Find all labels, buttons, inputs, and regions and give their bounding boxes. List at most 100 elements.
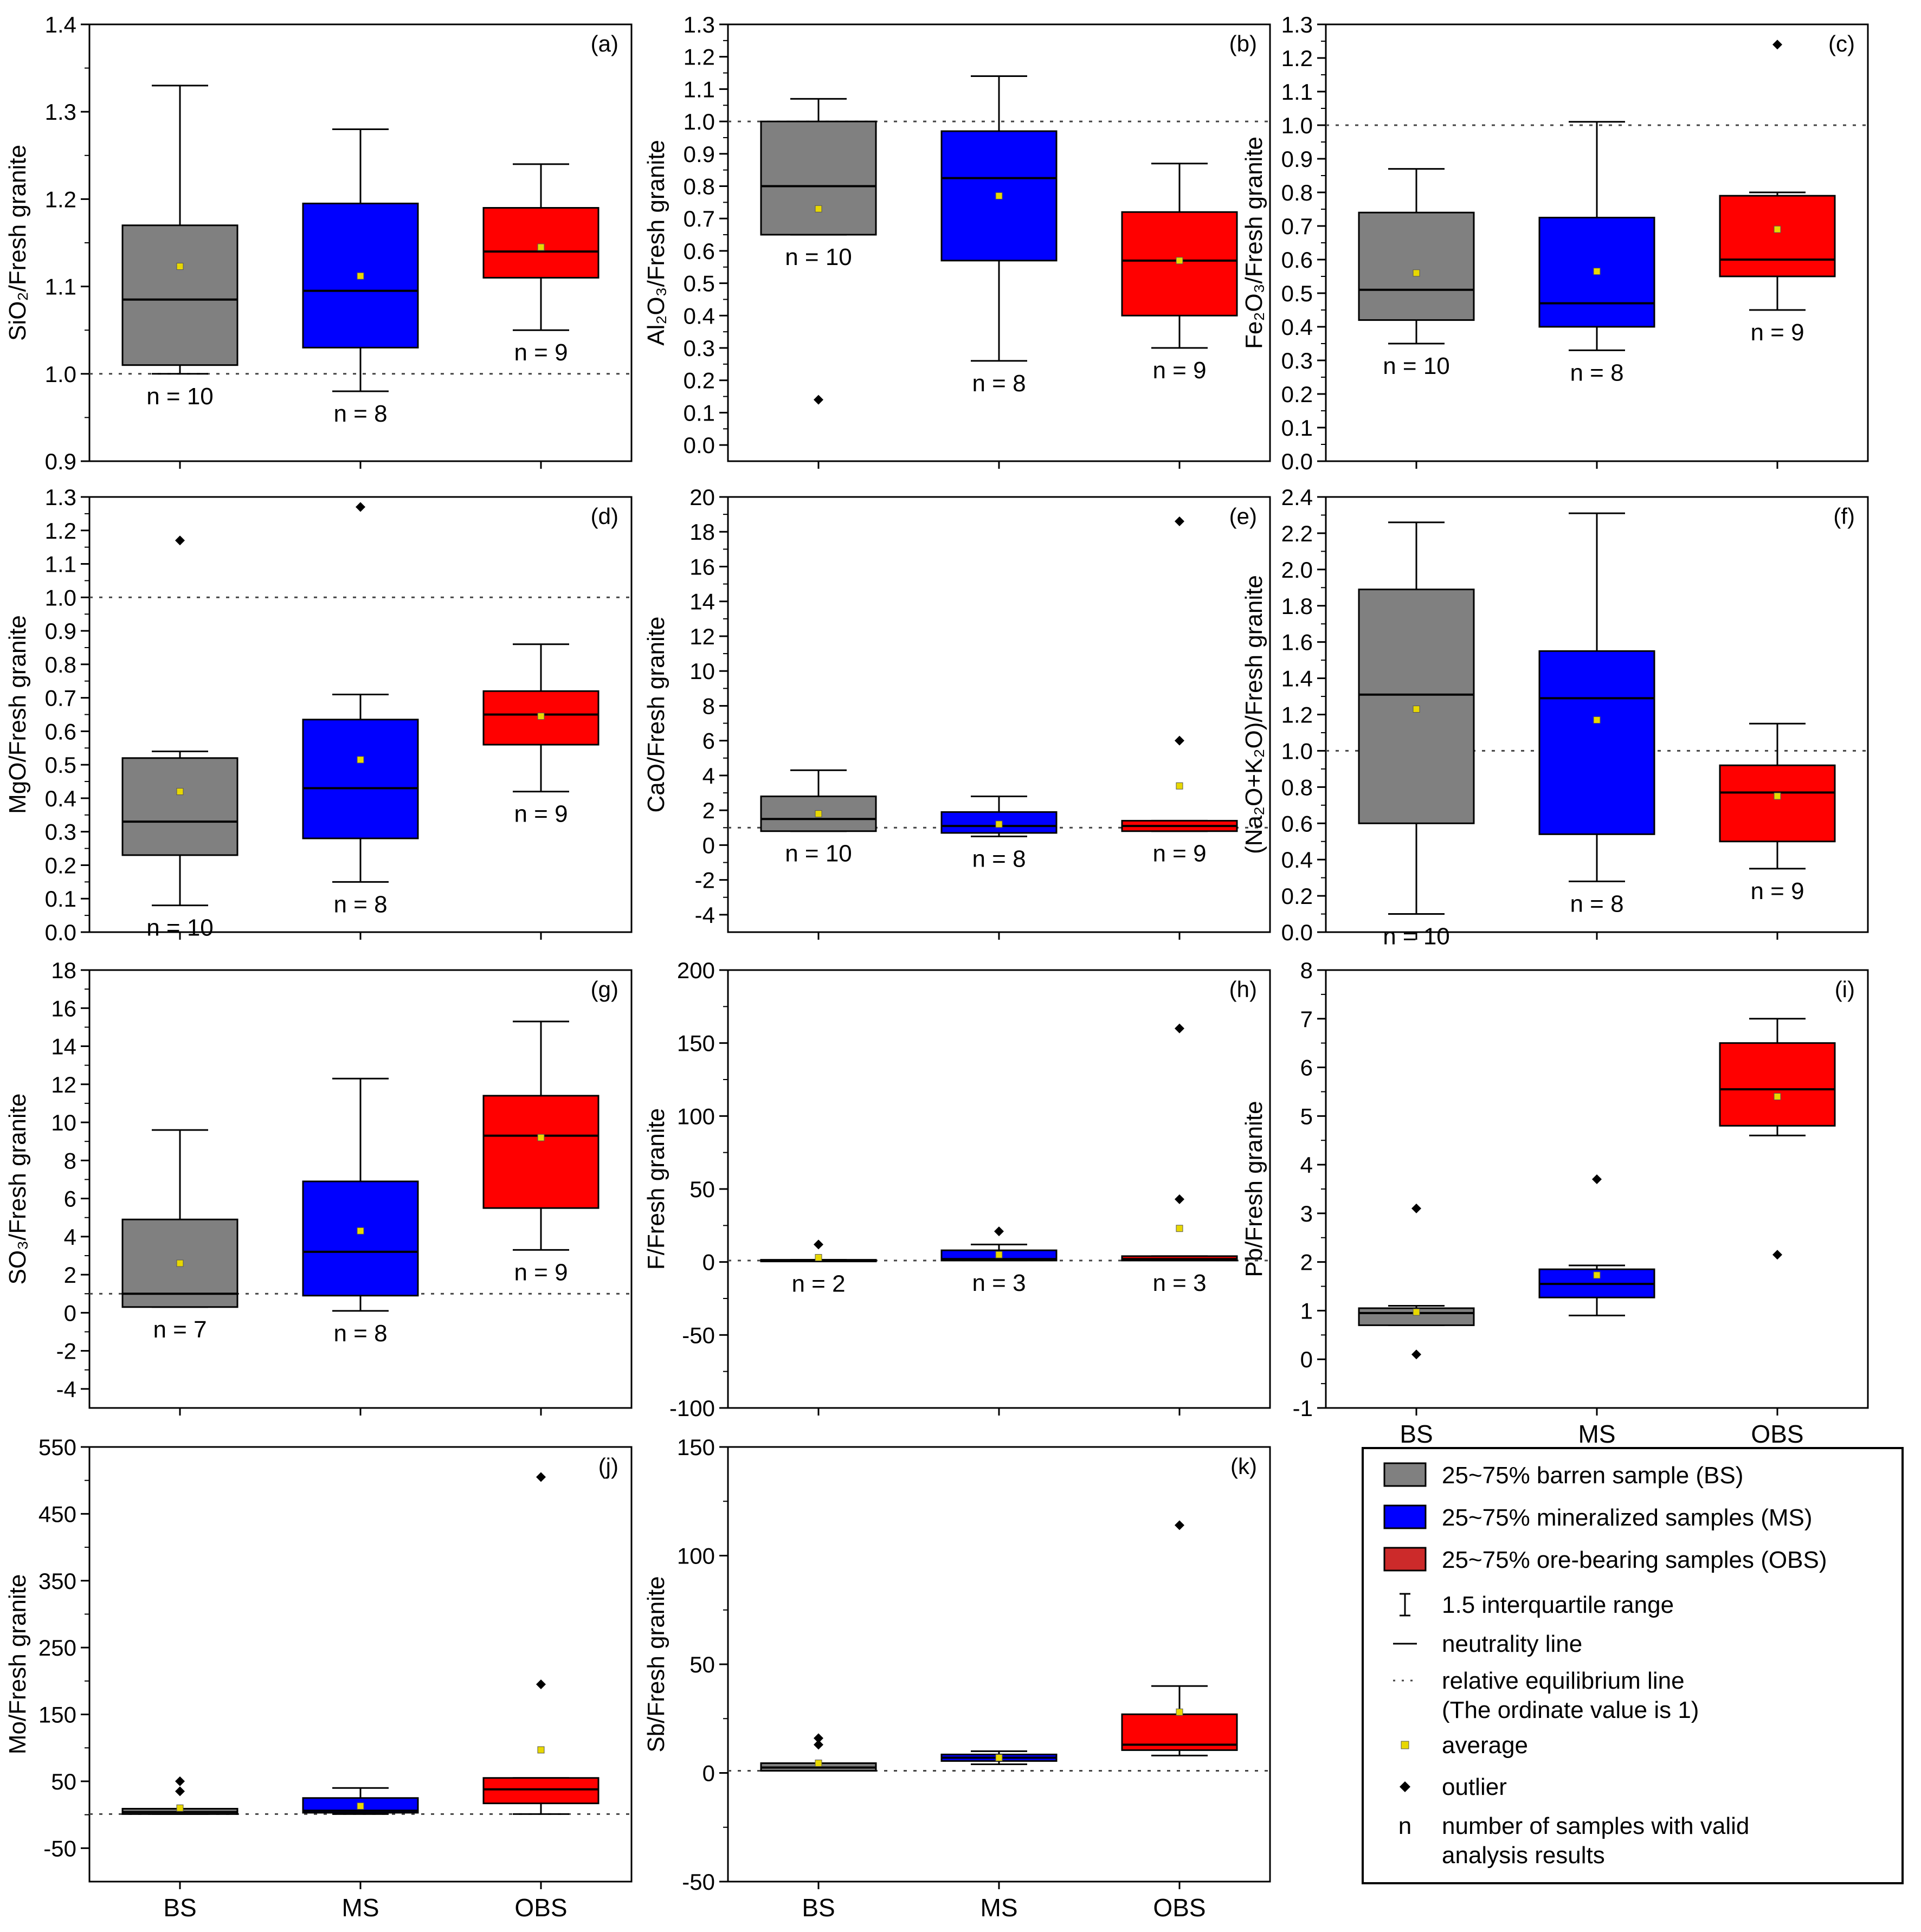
average-marker	[995, 192, 1003, 199]
box-MS: n = 8	[1538, 512, 1655, 917]
y-tick-label: 0.2	[1281, 883, 1313, 909]
category-label: OBS	[514, 1894, 567, 1922]
average-marker	[1593, 716, 1601, 724]
y-tick-label: 4	[1300, 1152, 1313, 1178]
y-tick-label: 0	[64, 1300, 76, 1326]
panel-d: 0.0 0.1 0.2 0.3 0.4 0.5 0.6 0.7 0.8 0.9 1.0 1.1 1.2 1…	[4, 484, 633, 945]
legend-item-neutral: neutrality line	[1393, 1631, 1582, 1657]
y-tick-label: 10	[689, 658, 715, 684]
y-axis-title: CaO/Fresh granite	[643, 617, 669, 813]
y-tick-label: 1.2	[684, 44, 715, 70]
n-label: n = 8	[972, 370, 1026, 397]
average-marker	[1176, 1225, 1183, 1232]
box-MS: n = 8	[1538, 121, 1655, 386]
y-tick-label: -50	[682, 1322, 715, 1348]
average-marker	[995, 1754, 1003, 1761]
average-marker	[357, 272, 364, 280]
iqr-box	[121, 757, 238, 856]
y-tick-label: 0.6	[45, 719, 76, 744]
average-marker	[815, 810, 822, 818]
iqr-box	[482, 1095, 599, 1209]
y-tick-label: 0.3	[1281, 348, 1313, 373]
box-MS: n = 8	[940, 795, 1058, 872]
iqr-box	[482, 207, 599, 279]
outlier-marker	[1592, 1174, 1602, 1185]
y-tick-label: 2	[64, 1262, 76, 1288]
average-marker	[995, 820, 1003, 828]
y-axis-title: F/Fresh granite	[643, 1108, 669, 1270]
y-tick-label: 18	[689, 519, 715, 545]
y-tick-label: 7	[1300, 1006, 1313, 1032]
y-tick-label: 1.3	[1281, 12, 1313, 37]
y-tick-label: 0.4	[1281, 314, 1313, 340]
y-tick-label: 1.0	[45, 361, 76, 387]
y-tick-label: 5	[1300, 1103, 1313, 1129]
y-tick-label: 10	[51, 1110, 76, 1135]
iqr-box	[302, 1180, 419, 1297]
iqr-box	[760, 120, 877, 236]
panel-tag: (h)	[1229, 977, 1257, 1002]
y-tick-label: 6	[64, 1186, 76, 1212]
average-marker	[995, 1251, 1003, 1258]
y-tick-label: 16	[51, 996, 76, 1021]
y-tick-label: 2	[1300, 1250, 1313, 1275]
panel-c: 0.0 0.1 0.2 0.3 0.4 0.5 0.6 0.7 0.8 0.9 1.0 1.1 1.2 1…	[1241, 12, 1869, 474]
y-tick-label: 1.0	[1281, 738, 1313, 764]
y-tick-label: 3	[1300, 1201, 1313, 1226]
panel-tag: (j)	[598, 1453, 618, 1479]
legend-label-line2: analysis results	[1442, 1842, 1605, 1869]
y-tick-label: -50	[682, 1869, 715, 1895]
average-marker	[176, 263, 184, 270]
legend-outlier-icon	[1400, 1781, 1410, 1792]
legend-item-avg: average	[1401, 1732, 1528, 1759]
y-tick-label: 550	[38, 1435, 76, 1460]
y-tick-label: 18	[51, 958, 76, 983]
box-MS: MS	[940, 1750, 1058, 1922]
box-OBS: OBS	[1719, 1018, 1836, 1448]
average-marker	[815, 205, 822, 212]
category-label: OBS	[1751, 1420, 1803, 1448]
y-tick-label: 2.4	[1281, 484, 1313, 510]
panel-tag: (c)	[1828, 31, 1855, 56]
y-tick-label: 150	[677, 1031, 715, 1056]
y-tick-label: 1.2	[45, 186, 76, 212]
box-BS: n = 10	[760, 769, 877, 867]
n-label: n = 8	[333, 891, 387, 917]
y-tick-label: 1.6	[1281, 630, 1313, 655]
legend-n-symbol: n	[1398, 1813, 1411, 1839]
average-marker	[176, 1259, 184, 1267]
average-marker	[1413, 1308, 1420, 1316]
category-label: MS	[1578, 1420, 1616, 1448]
average-marker	[1176, 782, 1183, 790]
panel-f: 0.0 0.2 0.4 0.6 0.8 1.0 1.2 1.4 1.6 1.8 2.0 2.2 2.4 (…	[1241, 484, 1869, 950]
average-marker	[1593, 268, 1601, 275]
y-tick-label: -2	[56, 1339, 76, 1364]
category-label: BS	[163, 1894, 196, 1922]
y-tick-label: 0.8	[1281, 774, 1313, 800]
y-tick-label: -100	[669, 1395, 715, 1421]
outlier-marker	[814, 1740, 823, 1750]
n-label: n = 7	[153, 1316, 207, 1343]
panel-tag: (a)	[591, 31, 618, 56]
y-tick-label: 0.2	[45, 852, 76, 878]
panel-tag: (k)	[1230, 1453, 1257, 1479]
outlier-marker	[814, 1733, 823, 1743]
n-label: n = 9	[1750, 319, 1804, 346]
box-BS: n = 10	[1358, 521, 1475, 950]
y-tick-label: 1.1	[684, 76, 715, 102]
average-marker	[357, 1227, 364, 1235]
outlier-marker	[1175, 735, 1184, 746]
panel-h: -100 -50 0 50 100 150 200 F/Fresh granite (h) n =…	[643, 958, 1271, 1421]
y-tick-label: 150	[677, 1435, 715, 1460]
y-tick-label: 0.7	[684, 206, 715, 231]
legend-swatch	[1383, 1504, 1427, 1529]
y-tick-label: 0.0	[1281, 449, 1313, 474]
y-tick-label: 0.9	[45, 618, 76, 644]
panel-frame	[88, 1446, 633, 1883]
y-tick-label: 0.6	[1281, 811, 1313, 836]
legend-swatch	[1383, 1547, 1427, 1572]
outlier-marker	[175, 1776, 185, 1786]
legend-label: neutrality line	[1442, 1631, 1582, 1657]
box-OBS: n = 9	[482, 1020, 599, 1285]
